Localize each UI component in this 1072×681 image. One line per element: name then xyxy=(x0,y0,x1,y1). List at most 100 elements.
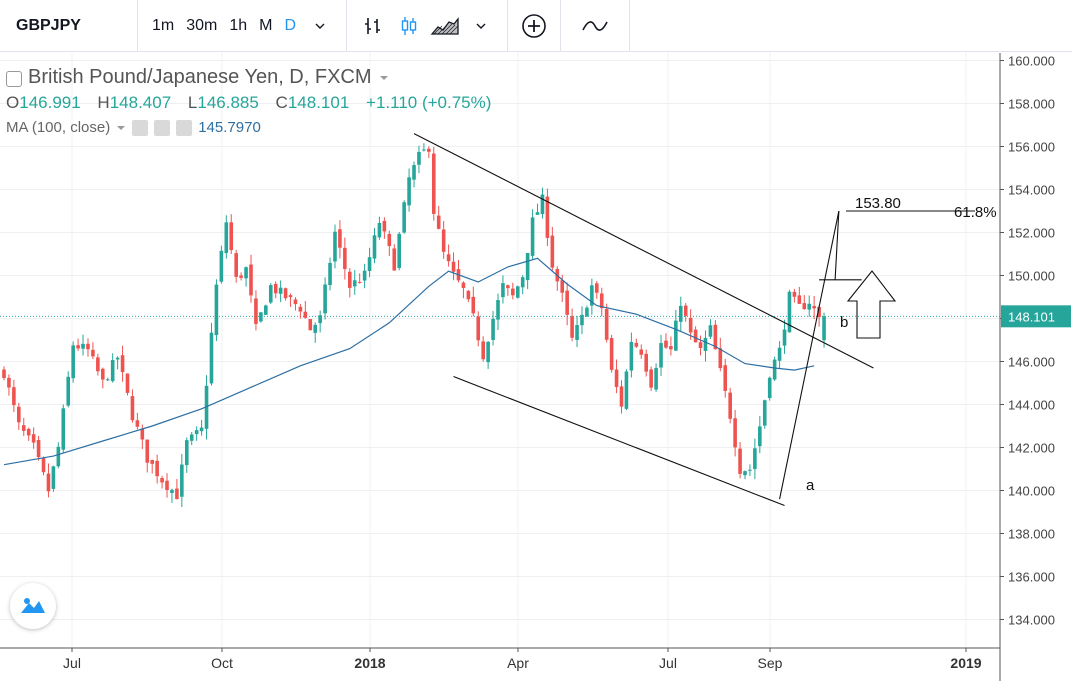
candle-body xyxy=(86,343,90,350)
tradingview-logo-icon[interactable] xyxy=(10,583,56,629)
candle-body xyxy=(481,341,485,360)
candle-body xyxy=(254,298,258,324)
candle-body xyxy=(614,369,619,388)
time-tick-label: Oct xyxy=(211,655,233,671)
interval-day-button[interactable]: D xyxy=(284,16,297,34)
chevron-down-icon[interactable] xyxy=(378,72,390,84)
candle-body xyxy=(145,439,150,463)
candle-body xyxy=(540,194,545,215)
candle-body xyxy=(787,291,792,333)
candle-body xyxy=(115,357,120,360)
indicator-group xyxy=(508,0,562,52)
compare-group xyxy=(561,0,631,52)
wave-a-label: a xyxy=(806,477,815,494)
candle-body xyxy=(565,290,569,315)
candle-body xyxy=(575,325,579,340)
price-tick-label: 134.000 xyxy=(1008,613,1055,628)
price-tick-label: 144.000 xyxy=(1008,398,1055,413)
candle-body xyxy=(214,284,219,336)
area-style-icon[interactable] xyxy=(427,8,463,44)
last-price-label: 148.101 xyxy=(1008,309,1055,324)
interval-1h-button[interactable]: 1h xyxy=(229,16,248,34)
candle-body xyxy=(530,217,535,256)
candle-body xyxy=(343,247,347,270)
candle-body xyxy=(234,253,238,277)
wave-b-label: b xyxy=(840,314,848,331)
candle-body xyxy=(367,257,372,272)
high-label: H xyxy=(97,93,110,112)
time-tick-label: 2018 xyxy=(354,655,385,671)
price-chart[interactable]: 160.000 158.000 156.000 154.000 152.000 150.0… xyxy=(0,53,1072,681)
candle-style-icon[interactable] xyxy=(391,8,427,44)
candle-body xyxy=(585,307,589,317)
candle-body xyxy=(165,480,169,490)
candle-body xyxy=(377,222,382,238)
candle-body xyxy=(140,428,145,440)
candle-body xyxy=(664,340,668,348)
candle-body xyxy=(407,177,411,206)
candle-body xyxy=(268,285,273,303)
candle-body xyxy=(308,319,313,331)
close-icon[interactable] xyxy=(176,119,193,136)
candle-body xyxy=(288,295,293,298)
interval-30m-button[interactable]: 30m xyxy=(186,16,218,34)
bar-style-icon[interactable] xyxy=(355,8,391,44)
candle-body xyxy=(130,396,135,421)
price-tick-label: 156.000 xyxy=(1008,140,1055,155)
legend-ma-row: MA (100, close) 145.7970 xyxy=(6,119,491,136)
chart-legend: British Pound/Japanese Yen, D, FXCM O146… xyxy=(6,66,491,136)
symbol-search-button[interactable]: GBPJPY xyxy=(0,0,138,52)
candle-body xyxy=(362,270,367,281)
candle-body xyxy=(61,408,66,450)
candle-body xyxy=(466,290,471,300)
candle-body xyxy=(219,250,224,282)
candle-body xyxy=(812,305,816,309)
price-tick-label: 136.000 xyxy=(1008,570,1055,585)
candle-body xyxy=(674,320,678,351)
candle-body xyxy=(170,489,174,493)
candle-body xyxy=(743,471,747,476)
symbol-info-icon xyxy=(6,70,22,87)
candle-body xyxy=(422,149,426,151)
candle-body xyxy=(609,338,614,370)
time-tick-label: Jul xyxy=(63,655,81,671)
candle-body xyxy=(807,303,812,310)
eye-icon[interactable] xyxy=(132,119,149,136)
candle-body xyxy=(629,341,634,371)
compare-icon[interactable] xyxy=(577,8,613,44)
wave-b-line xyxy=(834,210,840,280)
candle-body xyxy=(491,318,495,340)
candle-body xyxy=(758,426,762,447)
add-indicator-icon[interactable] xyxy=(516,8,552,44)
candle-body xyxy=(56,446,61,467)
candle-body xyxy=(71,345,75,379)
chevron-down-icon[interactable] xyxy=(302,8,338,44)
wave-a-line xyxy=(779,210,840,500)
candle-body xyxy=(451,261,456,272)
candle-body xyxy=(180,464,184,497)
candle-body xyxy=(688,317,693,333)
chevron-down-icon[interactable] xyxy=(463,8,499,44)
interval-month-button[interactable]: M xyxy=(259,16,273,34)
fib-level-label: 61.8% xyxy=(954,204,997,221)
candle-body xyxy=(184,440,189,466)
candle-body xyxy=(767,377,772,399)
chart-area[interactable]: 160.000 158.000 156.000 154.000 152.000 150.0… xyxy=(0,53,1072,681)
interval-1m-button[interactable]: 1m xyxy=(152,16,175,34)
chevron-down-icon[interactable] xyxy=(116,123,126,133)
candle-body xyxy=(595,283,599,293)
candle-body xyxy=(392,248,397,271)
candle-body xyxy=(486,341,490,363)
candle-body xyxy=(41,458,46,473)
settings-icon[interactable] xyxy=(154,119,171,136)
candle-body xyxy=(46,473,51,492)
candle-body xyxy=(708,325,713,337)
candle-body xyxy=(431,153,436,214)
candle-body xyxy=(372,235,377,259)
candle-body xyxy=(738,448,742,474)
candle-body xyxy=(199,427,204,432)
symbol-name: GBPJPY xyxy=(16,16,81,34)
target-price-label: 153.80 xyxy=(855,195,901,212)
candle-body xyxy=(678,305,683,322)
candle-body xyxy=(7,377,11,388)
